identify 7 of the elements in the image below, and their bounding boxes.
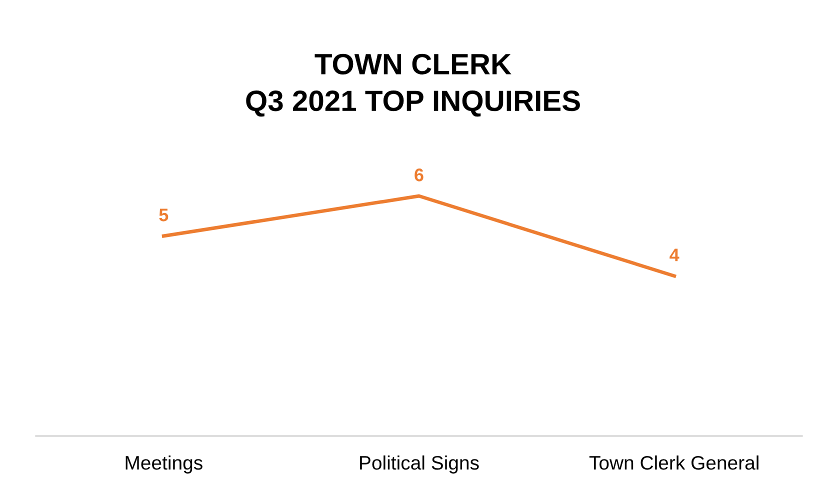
chart-title: TOWN CLERK Q3 2021 TOP INQUIRIES [246, 54, 580, 117]
data-label: 4 [670, 248, 680, 262]
data-label: 6 [414, 168, 424, 182]
x-tick-label: Meetings [126, 455, 202, 474]
data-label: 5 [159, 208, 168, 222]
x-tick-label: Town Clerk General [589, 455, 758, 470]
x-tick-label: Political Signs [360, 455, 479, 474]
